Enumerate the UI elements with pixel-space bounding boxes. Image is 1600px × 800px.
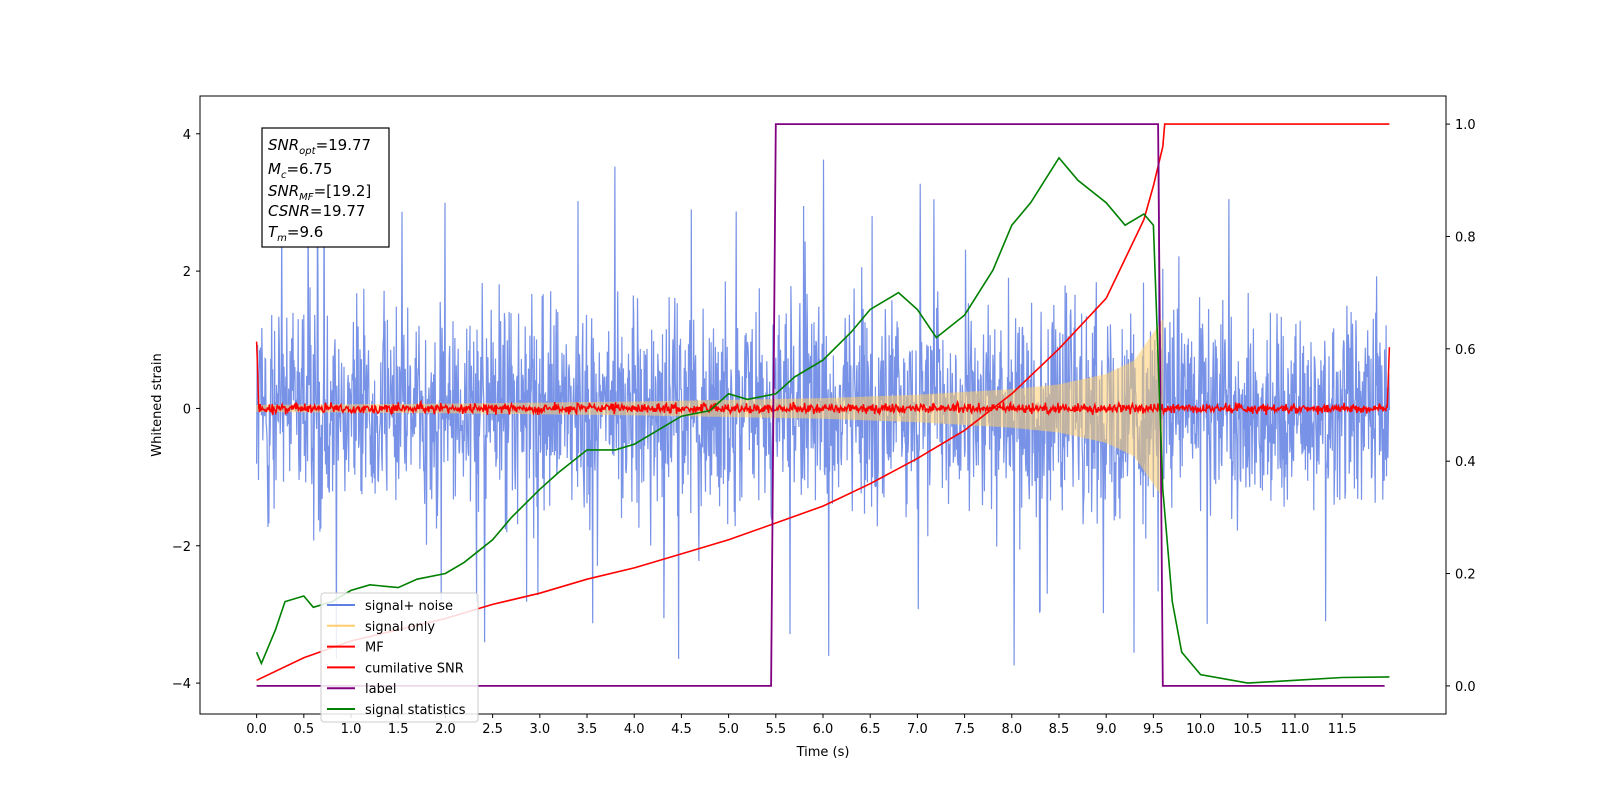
x-tick-label: 3.5 (577, 722, 598, 737)
legend: signal+ noise signal only MF cumilative SNR… (320, 592, 479, 723)
y-tick-label: −2 (172, 540, 191, 555)
y2-tick-label: 0.8 (1455, 230, 1476, 245)
y2-tick-label: 0.4 (1455, 455, 1476, 470)
series-signal-statistics (255, 156, 1390, 684)
legend-label: cumilative SNR (365, 661, 464, 676)
legend-label: signal statistics (365, 703, 466, 718)
series-label (256, 123, 1385, 687)
x-tick-label: 4.0 (624, 722, 645, 737)
x-tick-label: 1.5 (388, 722, 409, 737)
y-tick-label: −4 (172, 677, 191, 692)
x-tick-label: 8.5 (1049, 722, 1070, 737)
annotation-box: SNRopt=19.77 Mc=6.75 SNRMF=[19.2] CSNR=1… (261, 127, 390, 248)
y-tick-label: 0 (183, 402, 191, 417)
x-tick-label: 11.0 (1280, 722, 1309, 737)
x-tick-label: 2.5 (482, 722, 503, 737)
x-tick-label: 10.0 (1186, 722, 1215, 737)
y-axis-left: 4 2 0 −2 −4 (172, 128, 200, 692)
x-axis-label: Time (s) (796, 745, 850, 760)
legend-label: label (365, 682, 396, 697)
y-axis-label: Whitened strain (150, 353, 165, 456)
legend-label: signal+ noise (365, 599, 453, 614)
y2-tick-label: 0.6 (1455, 343, 1476, 358)
x-tick-label: 11.5 (1328, 722, 1357, 737)
x-tick-label: 9.5 (1143, 722, 1164, 737)
x-tick-label: 8.0 (1001, 722, 1022, 737)
y2-tick-label: 0.0 (1455, 680, 1476, 695)
x-tick-label: 5.0 (718, 722, 739, 737)
x-axis: 0.0 0.5 1.0 1.5 2.0 2.5 3.0 3.5 4.0 4.5 5.0 5.5 6.0 6… (246, 714, 1357, 737)
y-tick-label: 4 (183, 128, 191, 143)
y-axis-right: 1.0 0.8 0.6 0.4 0.2 0.0 (1446, 118, 1476, 695)
annotation-tm: Tm=9.6 (268, 223, 323, 244)
series-signal-only (256, 319, 1164, 498)
x-tick-label: 1.0 (341, 722, 362, 737)
x-tick-label: 7.5 (954, 722, 975, 737)
x-tick-label: 7.0 (907, 722, 928, 737)
y-tick-label: 2 (183, 265, 191, 280)
x-tick-label: 10.5 (1233, 722, 1262, 737)
x-tick-label: 0.5 (293, 722, 314, 737)
x-tick-label: 5.5 (765, 722, 786, 737)
y2-tick-label: 0.2 (1455, 568, 1476, 583)
x-tick-label: 0.0 (246, 722, 267, 737)
x-tick-label: 6.5 (860, 722, 881, 737)
x-tick-label: 2.0 (435, 722, 456, 737)
legend-label: MF (365, 641, 384, 656)
x-tick-label: 3.0 (529, 722, 550, 737)
x-tick-label: 6.0 (813, 722, 834, 737)
annotation-mc: Mc=6.75 (268, 160, 332, 181)
x-tick-label: 4.5 (671, 722, 692, 737)
annotation-snr-mf: SNRMF=[19.2] (268, 182, 371, 203)
annotation-csnr: CSNR=19.77 (268, 202, 365, 220)
x-tick-label: 9.0 (1096, 722, 1117, 737)
annotation-snr-opt: SNRopt=19.77 (268, 136, 371, 157)
legend-label: signal only (365, 620, 435, 635)
y2-tick-label: 1.0 (1455, 118, 1476, 133)
series-mf (255, 341, 1391, 417)
